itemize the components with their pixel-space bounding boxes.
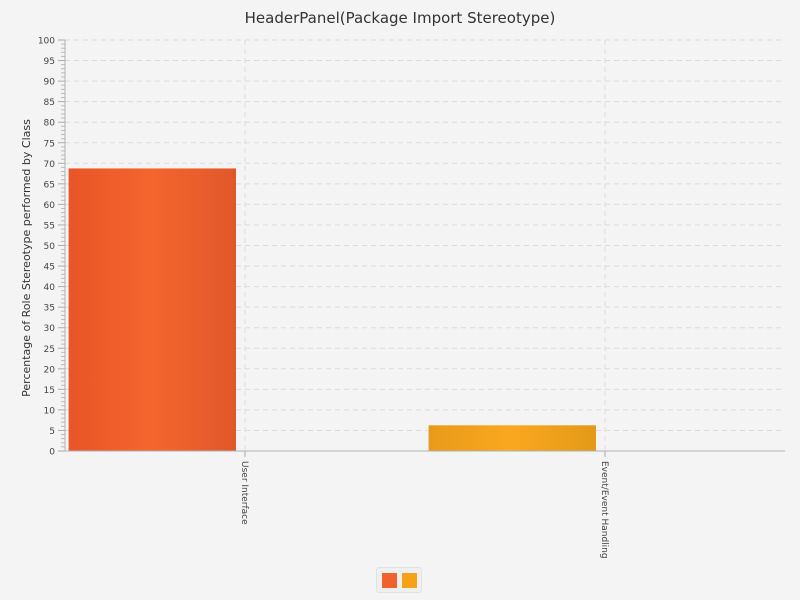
legend-swatch-user-interface	[381, 572, 397, 588]
y-tick-label: 30	[44, 324, 56, 334]
legend-swatch-event-handling	[401, 572, 417, 588]
y-tick-label: 0	[49, 448, 55, 458]
y-tick-label: 70	[44, 160, 56, 170]
y-tick-label: 35	[44, 304, 55, 314]
x-tick-label: User Interface	[239, 461, 249, 525]
y-tick-label: 45	[44, 263, 55, 273]
bars	[68, 168, 596, 451]
legend	[376, 567, 422, 593]
chart-title: HeaderPanel(Package Import Stereotype)	[245, 9, 556, 27]
y-axis: 0 5 10 15 20 25 30 35 40 45 50 55 60 65 70 75 80 85 90 95 10…	[38, 37, 66, 458]
y-tick-label: 60	[44, 201, 56, 211]
y-tick-label: 5	[49, 427, 55, 437]
y-tick-label: 65	[44, 180, 55, 190]
y-tick-label: 90	[44, 78, 56, 88]
y-tick-label: 10	[44, 406, 56, 416]
y-axis-label: Percentage of Role Stereotype performed …	[20, 119, 33, 397]
y-tick-label: 25	[44, 345, 55, 355]
y-tick-label: 40	[44, 283, 56, 293]
y-tick-label: 80	[44, 119, 56, 129]
y-tick-label: 20	[44, 365, 56, 375]
y-tick-label: 55	[44, 221, 55, 231]
y-tick-label: 85	[44, 98, 55, 108]
x-tick-label: Event/Event Handling	[599, 461, 609, 559]
y-tick-label: 15	[44, 386, 55, 396]
y-tick-label: 95	[44, 57, 55, 67]
y-tick-label: 75	[44, 139, 55, 149]
bar-user-interface	[68, 168, 236, 451]
bar-event-event-handling	[428, 425, 596, 451]
x-axis: User Interface Event/Event Handling	[65, 450, 785, 559]
y-tick-label: 100	[38, 37, 55, 47]
y-tick-label: 50	[44, 242, 56, 252]
